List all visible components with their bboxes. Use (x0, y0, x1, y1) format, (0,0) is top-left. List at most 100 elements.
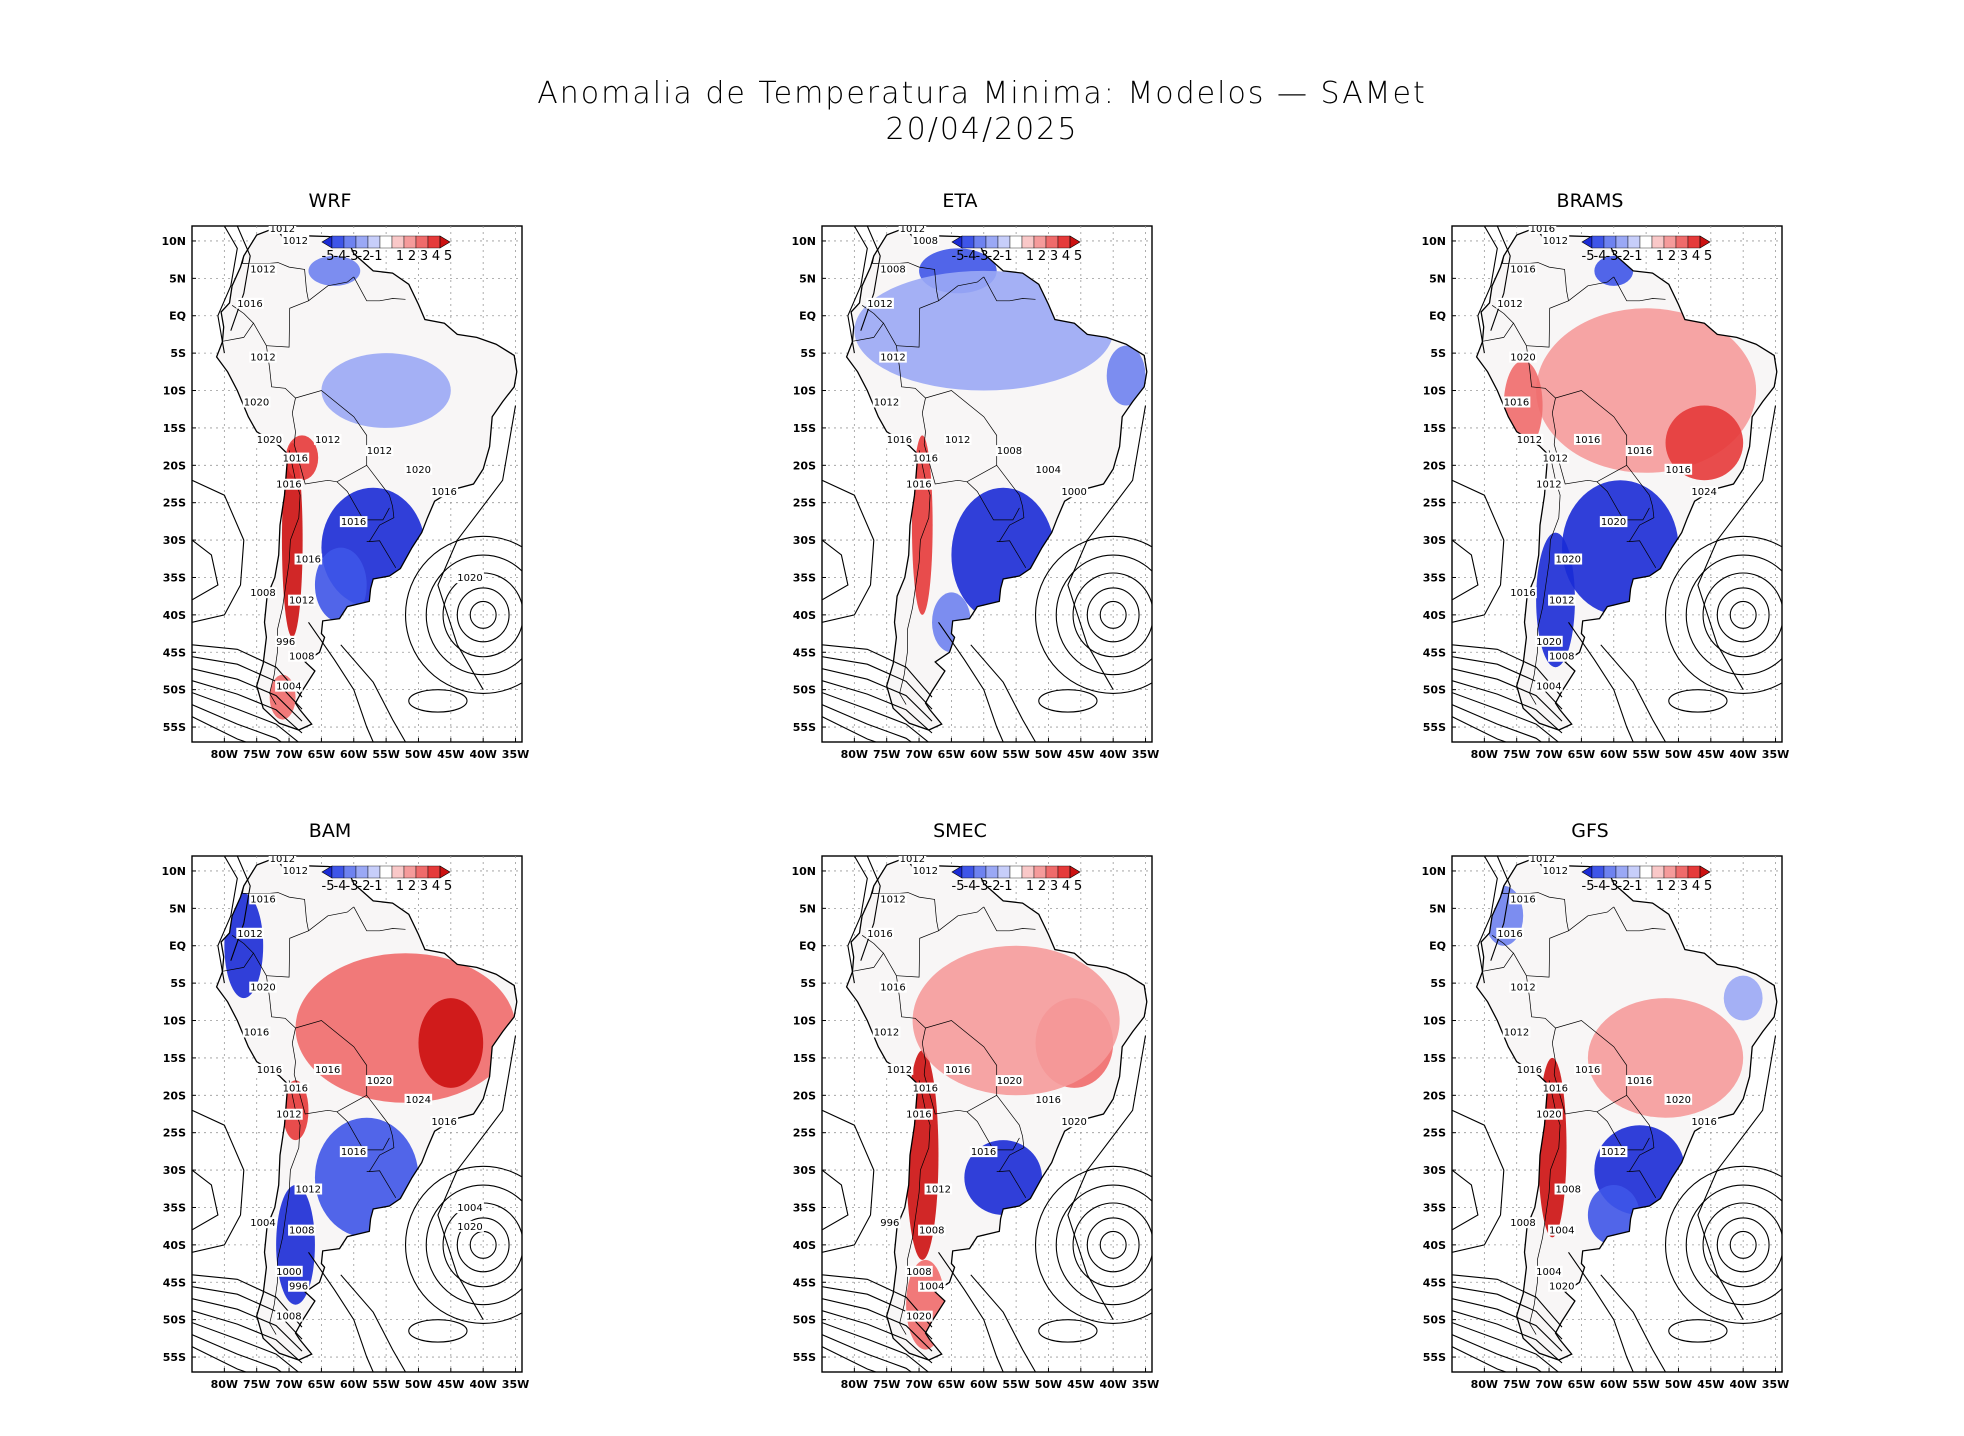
isobar-label: 1020 (257, 435, 282, 446)
isobar-label: 1012 (1497, 299, 1522, 310)
colorbar-label: -2 (1618, 249, 1631, 264)
isobar-label: 1004 (457, 1203, 482, 1214)
country-border (996, 1170, 1027, 1198)
colorbar-label: -1 (1630, 249, 1643, 264)
cold-anomaly-area (1106, 345, 1146, 406)
isobar-label-bg (1034, 1093, 1063, 1105)
isobar-label-bg (1509, 263, 1537, 275)
isobar-label: 1012 (1543, 454, 1568, 465)
isobar-label-bg (1060, 1116, 1089, 1128)
isobar-label-bg (242, 396, 271, 408)
colorbar-swatch (1627, 865, 1641, 879)
country-border (269, 450, 301, 705)
lat-tick-label: 35S (163, 1201, 186, 1214)
isobar-label: 1012 (900, 854, 925, 865)
isobar-label-bg (866, 927, 894, 939)
lon-tick-label: 75W (873, 748, 900, 761)
panel-title: SMEC (933, 820, 987, 842)
isobar-label-bg (1554, 553, 1583, 565)
isobar-label: 1024 (406, 1095, 431, 1106)
lat-tick-label: 20S (1423, 1089, 1446, 1102)
lat-tick-label: 20S (793, 1089, 816, 1102)
lat-tick-label: EQ (799, 940, 816, 953)
colorbar-swatch (379, 235, 393, 249)
isobar-label: 1012 (315, 435, 340, 446)
isobar-label-bg (1034, 463, 1063, 475)
lat-tick-label: 15S (1423, 422, 1446, 435)
lat-tick-label: 55S (793, 1351, 816, 1364)
colorbar-label: 3 (420, 249, 428, 264)
isobar-label: 1012 (874, 1027, 899, 1038)
lat-tick-label: 5N (1429, 902, 1446, 915)
isobar-label: 1000 (1061, 487, 1086, 498)
isobar-label: 1008 (276, 1312, 301, 1323)
colorbar-label: 2 (1038, 249, 1046, 264)
lat-tick-label: 5S (170, 977, 186, 990)
isobar-label-bg (911, 864, 940, 876)
colorbar-label: -5 (322, 879, 335, 894)
isobar-label: 1016 (880, 983, 905, 994)
isobar-label-bg (281, 234, 310, 246)
isobar-label: 1012 (237, 929, 262, 940)
country-border (269, 1080, 301, 1335)
isobar-label-bg (1509, 893, 1537, 905)
lon-tick-label: 55W (1002, 748, 1029, 761)
lon-tick-label: 40W (1099, 1378, 1126, 1391)
isobar-label-bg (1690, 1116, 1719, 1128)
isobar-label: 1016 (283, 454, 308, 465)
isobar-label-bg (1548, 650, 1576, 662)
lat-tick-label: 5S (1430, 977, 1446, 990)
colorbar-label: 1 (1026, 879, 1034, 894)
isobar-label-bg (1625, 1075, 1654, 1087)
colorbar-label: -4 (1594, 249, 1607, 264)
isobar-label: 1020 (1556, 555, 1581, 566)
isobar-label: 1012 (1543, 236, 1568, 247)
colorbar-label: -2 (358, 879, 371, 894)
isobar-label: 1008 (289, 652, 314, 663)
isobar-label-bg (1509, 587, 1537, 599)
isobar-label-bg (911, 1082, 940, 1094)
lat-tick-label: 35S (793, 571, 816, 584)
isobar-label-bg (339, 1146, 368, 1158)
colorbar-label: -3 (346, 249, 359, 264)
isobar-label-bg (1548, 1280, 1576, 1292)
lon-tick-label: 65W (938, 1378, 965, 1391)
isobar-label: 1016 (1497, 929, 1522, 940)
country-border (853, 322, 897, 346)
isobar-label-bg (268, 856, 297, 864)
coastline (1475, 226, 1778, 731)
isobars (1452, 856, 1782, 1372)
panel-title: WRF (308, 190, 352, 212)
isobar-label-bg (288, 1280, 310, 1292)
colorbar-swatch (1615, 235, 1629, 249)
lat-tick-label: EQ (799, 310, 816, 323)
isobar-label: 1016 (1530, 224, 1555, 235)
isobar-label: 996 (880, 1218, 899, 1229)
lat-tick-label: 5S (1430, 347, 1446, 360)
country-border (1502, 255, 1569, 301)
isobar-label-bg (275, 478, 303, 490)
lon-tick-label: 50W (1665, 748, 1692, 761)
lon-tick-label: 80W (211, 748, 238, 761)
colorbar-label: -4 (334, 249, 347, 264)
country-border (1502, 885, 1569, 931)
isobar-label-bg (281, 452, 310, 464)
isobar-label: 1016 (1666, 465, 1691, 476)
colorbar-swatch (1687, 865, 1701, 879)
colorbar-swatch (427, 865, 441, 879)
isobar-label: 1012 (1536, 480, 1561, 491)
isobar-label: 1016 (257, 1065, 282, 1076)
colorbar: -5 -4 -3 -2 -1 1 2 3 4 5 (951, 865, 1082, 894)
isobar-label: 1012 (926, 1185, 951, 1196)
colorbar-label: 1 (1026, 249, 1034, 264)
lat-tick-label: 40S (163, 609, 186, 622)
panel-brams: BRAMS 1016 1012 1016 1012 1020 1016 1012 1012 10… (1390, 190, 1790, 790)
lon-tick-label: 45W (437, 1378, 464, 1391)
isobar-label-bg (255, 433, 284, 445)
isobar-label-bg (905, 478, 933, 490)
isobar-label: 1008 (1556, 1185, 1581, 1196)
country-border (921, 1027, 997, 1115)
isobar-label: 1016 (341, 1147, 366, 1158)
lon-tick-label: 55W (1632, 748, 1659, 761)
isobar-label: 1016 (1575, 1065, 1600, 1076)
